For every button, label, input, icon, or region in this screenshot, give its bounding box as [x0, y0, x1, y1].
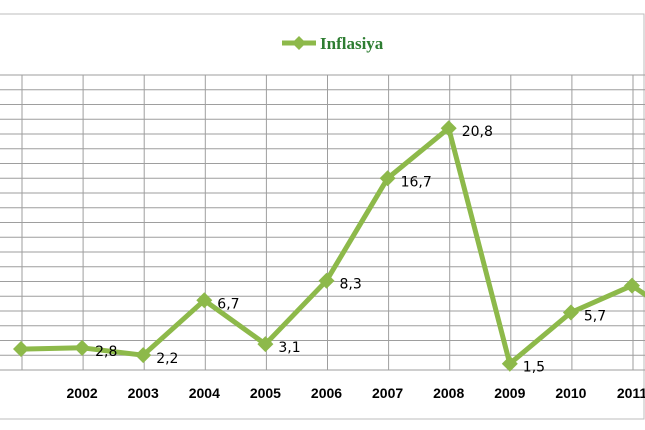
- data-point-marker: [257, 336, 274, 353]
- data-label: 3,1: [278, 340, 300, 356]
- data-label: 6,7: [217, 296, 239, 312]
- x-tick-label: 2002: [67, 385, 98, 401]
- data-label: 1,5: [523, 360, 545, 376]
- grid: [0, 74, 645, 371]
- legend-entry-inflasiya: Inflasiya: [320, 34, 384, 53]
- x-tick-label: 2003: [128, 385, 159, 401]
- x-tick-label: 2009: [494, 385, 525, 401]
- data-label: 2,2: [156, 351, 178, 367]
- x-tick-label: 2005: [250, 385, 281, 401]
- x-tick-label: 2008: [433, 385, 464, 401]
- data-point-marker: [501, 355, 518, 372]
- series-line: [20, 125, 645, 367]
- data-label: 20,8: [462, 124, 493, 140]
- x-tick-label: 2006: [311, 385, 342, 401]
- x-tick-label: 2004: [189, 385, 220, 401]
- x-tick-label: 2011: [617, 385, 645, 401]
- data-point-marker: [13, 341, 29, 358]
- x-tick-label: 2007: [372, 385, 403, 401]
- data-point-marker: [135, 347, 152, 364]
- data-point-marker: [74, 339, 91, 356]
- series-inflasiya: [13, 120, 645, 372]
- legend: Inflasiya: [282, 34, 384, 53]
- data-label: 5,7: [584, 309, 606, 325]
- data-label: 2,8: [95, 344, 117, 360]
- data-point-marker: [562, 304, 579, 321]
- x-axis-tick-labels: 2002 2003 2004 2005 2006 2007 2008 2009 2010 2011…: [67, 385, 645, 401]
- data-label: 8,3: [340, 277, 362, 293]
- data-point-marker: [196, 292, 213, 309]
- chart-border: [0, 13, 645, 420]
- data-point-marker: [318, 272, 335, 289]
- data-point-marker: [440, 120, 457, 137]
- legend-diamond-marker: [292, 36, 306, 50]
- data-point-marker: [379, 170, 396, 187]
- data-labels: 2,82,26,73,18,316,720,81,55,77,9: [95, 124, 606, 376]
- data-label: 16,7: [401, 174, 432, 190]
- x-tick-label: 2010: [555, 385, 586, 401]
- data-point-marker: [624, 277, 640, 294]
